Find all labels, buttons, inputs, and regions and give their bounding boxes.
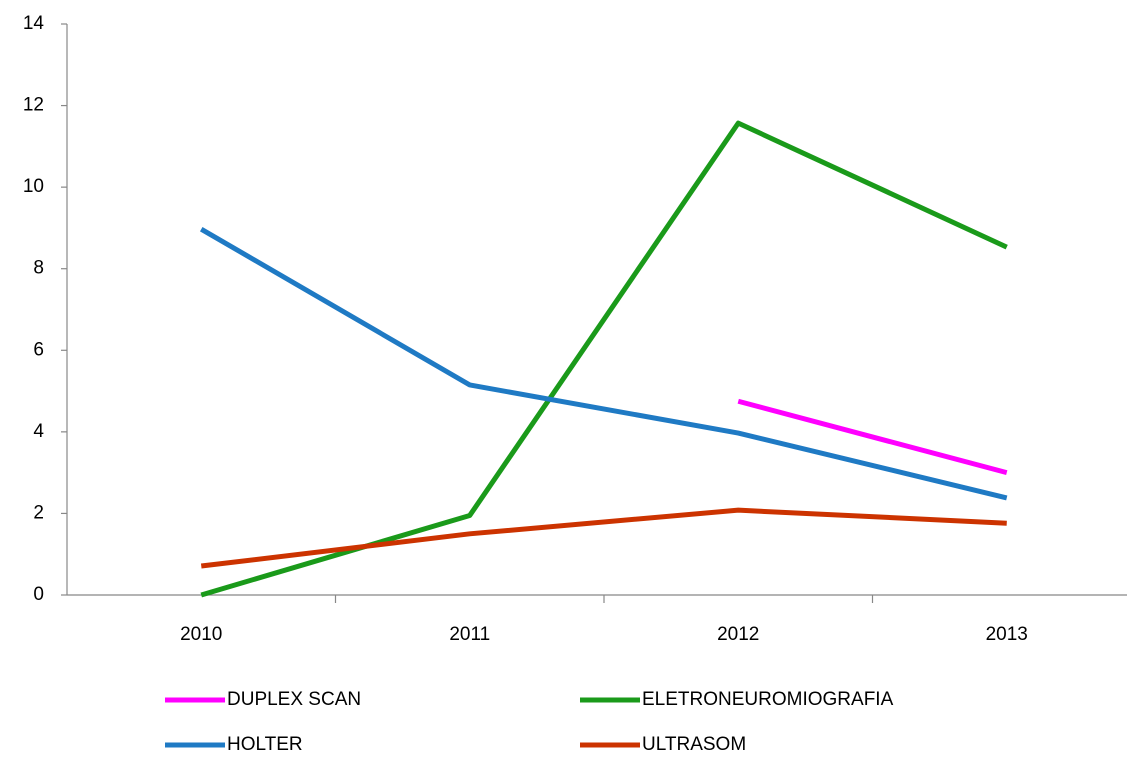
x-tick-label: 2011 — [449, 624, 490, 645]
series-line — [199, 226, 1008, 501]
y-tick-label: 8 — [33, 258, 44, 279]
series-line — [737, 398, 1008, 476]
x-tick-label: 2012 — [717, 624, 759, 645]
legend-label: ULTRASOM — [642, 734, 746, 755]
y-tick-label: 4 — [33, 421, 44, 442]
legend-label: HOLTER — [227, 734, 303, 755]
x-tick-label: 2013 — [986, 624, 1028, 645]
x-tick-label: 2010 — [180, 624, 222, 645]
legend-label: DUPLEX SCAN — [227, 689, 361, 710]
y-tick-label: 2 — [33, 502, 44, 523]
series-line — [200, 507, 1007, 569]
y-tick-label: 6 — [33, 339, 44, 360]
y-tick-label: 0 — [33, 584, 44, 605]
y-tick-label: 12 — [23, 95, 44, 116]
series-line — [200, 120, 1008, 598]
y-tick-label: 10 — [23, 176, 44, 197]
legend-label: ELETRONEUROMIOGRAFIA — [642, 689, 894, 710]
y-tick-label: 14 — [23, 13, 45, 34]
